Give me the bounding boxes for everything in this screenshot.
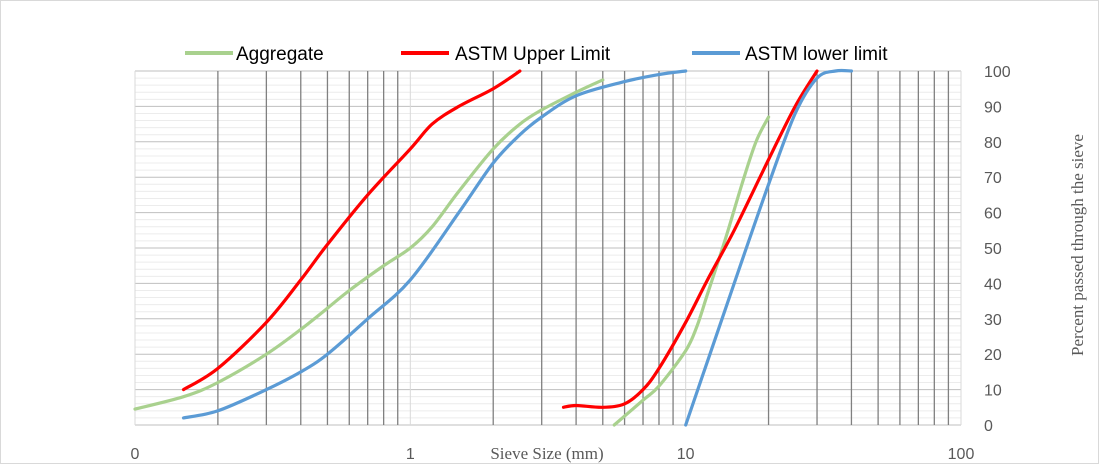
x-tick-label: 0 [131,446,140,463]
legend-label-aggregate: Aggregate [236,44,324,65]
y-tick-label: 40 [984,276,1002,293]
y-tick-label: 10 [984,383,1002,400]
y-tick-label: 100 [984,64,1011,81]
legend-label-astm-upper-limit: ASTM Upper Limit [455,44,611,65]
grid-layer [134,70,962,426]
series-line-astm-upper-limit-segment-2 [561,69,819,409]
y-tick-label: 90 [984,99,1002,116]
y-tick-label: 0 [984,418,993,435]
x-axis-title: Sieve Size (mm) [490,444,603,463]
series-line-aggregate-segment-2 [612,115,771,427]
y-tick-label: 80 [984,135,1002,152]
legend-label-astm-lower-limit: ASTM lower limit [745,44,888,65]
y-tick-label: 30 [984,312,1002,329]
series-line-astm-lower-limit-segment-1 [181,69,688,420]
series-line-astm-lower-limit-segment-2 [684,68,853,427]
y-tick-label: 50 [984,241,1002,258]
y-axis-tick-labels: 0 10 20 30 40 50 60 70 80 90 100 [984,64,1011,435]
legend: Aggregate ASTM Upper Limit ASTM lower li… [185,44,888,65]
x-tick-label: 10 [677,446,695,463]
series-layer [133,68,853,427]
x-tick-label: 100 [948,446,975,463]
series-line-astm-upper-limit-segment-1 [181,69,522,392]
y-tick-label: 60 [984,206,1002,223]
y-axis-title: Percent passed through the sieve [1068,134,1087,356]
series-line-aggregate-segment-1 [133,78,605,411]
x-tick-label: 1 [406,446,415,463]
x-axis-tick-labels: 0 1 10 100 [131,446,975,463]
y-tick-label: 20 [984,347,1002,364]
y-tick-label: 70 [984,170,1002,187]
